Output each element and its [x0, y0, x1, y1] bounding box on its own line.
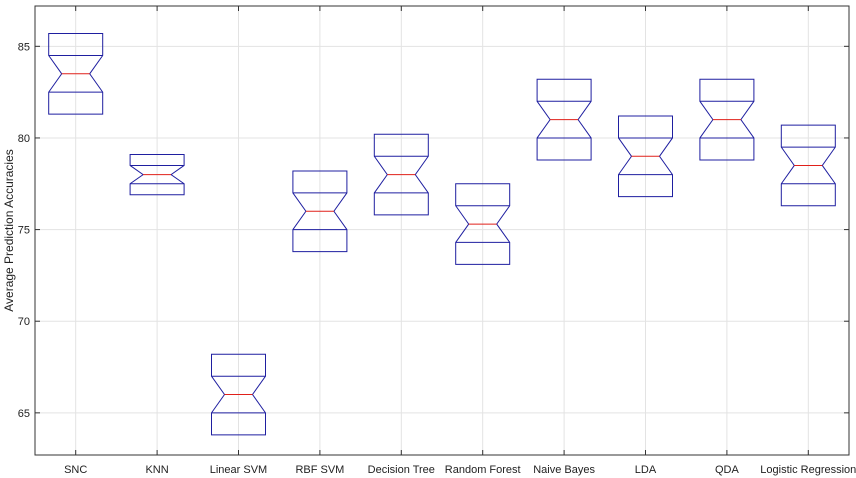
box-5 [373, 133, 429, 216]
x-tick-label: Naive Bayes [533, 464, 595, 476]
box-9 [699, 78, 755, 161]
box-outline [129, 153, 185, 196]
x-tick-label: RBF SVM [295, 464, 344, 476]
box-7 [536, 78, 592, 161]
box-8 [618, 115, 673, 198]
box-outline [780, 124, 836, 207]
x-tick-label: SNC [64, 464, 87, 476]
box-6 [455, 183, 511, 265]
x-tick-label: Logistic Regression [760, 464, 856, 476]
box-outline [536, 78, 592, 161]
box-outline [373, 133, 429, 216]
x-tick-label: KNN [145, 464, 168, 476]
x-tick-label: Decision Tree [368, 464, 435, 476]
y-tick-label: 70 [18, 316, 30, 328]
box-outline [699, 78, 755, 161]
y-tick-label: 75 [18, 225, 30, 237]
box-3 [211, 353, 266, 436]
grid-lines [35, 6, 849, 455]
y-tick-label: 85 [18, 41, 30, 53]
box-outline [455, 183, 511, 265]
box-4 [292, 170, 348, 253]
box-1 [48, 32, 104, 115]
axes: 65 70 75 80 85 SNC KNN Linear SVM RBF SVM Decisio… [18, 6, 856, 476]
plot-frame [34, 5, 850, 456]
box-series [48, 32, 836, 436]
y-axis-title: Average Prediction Accuracies [2, 149, 16, 312]
box-outline [618, 115, 673, 198]
x-tick-label: QDA [715, 464, 740, 476]
y-tick-label: 80 [18, 133, 30, 145]
box-10 [780, 124, 836, 207]
x-tick-label: Random Forest [445, 464, 521, 476]
box-outline [292, 170, 348, 253]
box-outline [48, 32, 104, 115]
x-tick-label: Linear SVM [210, 464, 267, 476]
x-tick-label: LDA [635, 464, 657, 476]
box-2 [129, 153, 185, 196]
box-outline [211, 353, 266, 436]
y-tick-label: 65 [18, 408, 30, 420]
